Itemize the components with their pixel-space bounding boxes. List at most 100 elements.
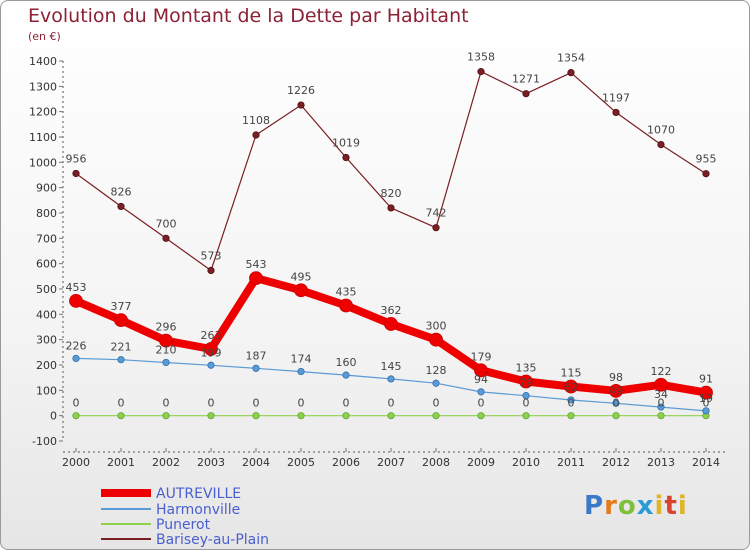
data-point-barisey-au-plain — [567, 69, 575, 77]
data-label-punerot: 0 — [613, 397, 620, 410]
data-label-harmonville: 221 — [111, 341, 132, 354]
data-point-barisey-au-plain — [432, 224, 440, 232]
data-point-harmonville — [477, 388, 485, 396]
data-point-punerot — [567, 412, 575, 420]
data-label-barisey-au-plain: 956 — [66, 152, 87, 165]
x-tick-label: 2010 — [512, 456, 540, 469]
data-label-autreville: 543 — [246, 258, 267, 271]
data-point-harmonville — [162, 358, 170, 367]
data-label-harmonville: 49 — [609, 384, 623, 397]
data-label-punerot: 0 — [163, 397, 170, 410]
data-point-punerot — [657, 412, 665, 420]
x-tick-label: 2007 — [377, 456, 405, 469]
data-label-barisey-au-plain: 742 — [426, 207, 447, 220]
y-tick-label: -100 — [32, 435, 57, 448]
data-point-harmonville — [432, 379, 440, 387]
data-label-harmonville: 19 — [699, 392, 713, 405]
data-point-barisey-au-plain — [522, 90, 530, 98]
data-label-harmonville: 79 — [519, 377, 533, 390]
data-point-autreville — [609, 383, 623, 398]
data-point-punerot — [162, 412, 170, 420]
data-label-autreville: 300 — [426, 320, 447, 333]
data-label-harmonville: 187 — [246, 349, 267, 362]
data-point-harmonville — [567, 396, 575, 404]
data-point-autreville — [519, 374, 533, 389]
data-point-punerot — [522, 412, 530, 420]
data-label-barisey-au-plain: 573 — [201, 250, 222, 263]
data-label-punerot: 0 — [208, 397, 215, 410]
y-tick-label: 400 — [36, 308, 57, 321]
data-label-barisey-au-plain: 1358 — [467, 51, 495, 64]
data-label-autreville: 362 — [381, 304, 402, 317]
y-tick-label: 200 — [36, 359, 57, 372]
x-tick-label: 2014 — [692, 456, 720, 469]
data-point-barisey-au-plain — [207, 266, 215, 275]
data-point-punerot — [297, 412, 305, 420]
data-point-autreville — [384, 317, 398, 331]
data-label-autreville: 377 — [111, 300, 132, 313]
data-label-punerot: 0 — [253, 397, 260, 410]
y-tick-label: 700 — [36, 232, 57, 245]
data-label-punerot: 0 — [523, 397, 530, 410]
data-point-barisey-au-plain — [252, 131, 260, 139]
legend-label-autreville: AUTREVILLE — [156, 486, 241, 502]
data-point-barisey-au-plain — [702, 170, 710, 178]
data-label-autreville: 115 — [561, 367, 582, 380]
data-label-barisey-au-plain: 955 — [696, 153, 717, 166]
data-label-punerot: 0 — [118, 397, 125, 410]
data-label-harmonville: 94 — [474, 373, 488, 386]
data-point-autreville — [474, 363, 488, 378]
y-tick-label: 500 — [36, 283, 57, 296]
x-tick-label: 2011 — [557, 456, 585, 469]
x-tick-label: 2013 — [647, 456, 675, 469]
data-point-barisey-au-plain — [657, 141, 665, 149]
y-tick-label: 300 — [36, 334, 57, 347]
data-label-barisey-au-plain: 1108 — [242, 114, 270, 127]
data-labels: 0 0 0 0 0 0 0 0 0 0 0 0 0 0 0 226 221 210 199 187 174 160 145 1… — [66, 51, 717, 410]
y-tick-label: 600 — [36, 258, 57, 271]
data-label-autreville: 296 — [156, 321, 177, 334]
data-point-autreville — [114, 313, 128, 328]
data-label-autreville: 122 — [651, 365, 672, 378]
data-label-autreville: 495 — [291, 270, 312, 283]
data-label-barisey-au-plain: 826 — [111, 185, 132, 198]
data-point-autreville — [249, 271, 263, 286]
data-label-punerot: 0 — [433, 397, 440, 410]
data-label-punerot: 0 — [343, 397, 350, 410]
y-tick-label: 900 — [36, 182, 57, 195]
data-point-harmonville — [207, 361, 215, 369]
data-point-barisey-au-plain — [612, 108, 620, 117]
data-point-autreville — [69, 294, 83, 308]
x-tick-label: 2002 — [152, 456, 180, 469]
data-label-punerot: 0 — [388, 397, 395, 410]
data-point-punerot — [432, 412, 440, 420]
data-point-barisey-au-plain — [342, 153, 350, 162]
data-point-punerot — [252, 412, 260, 420]
data-label-harmonville: 34 — [654, 388, 668, 401]
series-points — [69, 68, 713, 420]
x-tick-label: 2012 — [602, 456, 630, 469]
data-label-harmonville: 210 — [156, 343, 177, 356]
data-point-autreville — [699, 385, 713, 400]
x-tick-label: 2008 — [422, 456, 450, 469]
data-point-autreville — [204, 342, 218, 356]
data-label-punerot: 0 — [703, 397, 710, 410]
data-label-autreville: 135 — [516, 361, 537, 374]
data-label-barisey-au-plain: 1197 — [602, 91, 630, 104]
legend-label-barisey-au-plain: Barisey-au-Plain — [156, 532, 269, 548]
data-point-barisey-au-plain — [387, 204, 395, 212]
data-label-harmonville: 62 — [564, 381, 578, 394]
data-point-punerot — [72, 412, 80, 420]
data-label-harmonville: 160 — [336, 356, 357, 369]
data-label-harmonville: 174 — [291, 353, 312, 366]
chart-title: Evolution du Montant de la Dette par Hab… — [28, 5, 469, 27]
data-label-autreville: 98 — [609, 371, 623, 384]
y-tick-label: 1000 — [29, 156, 57, 169]
data-point-harmonville — [612, 399, 620, 407]
data-label-barisey-au-plain: 1354 — [557, 52, 585, 65]
data-label-punerot: 0 — [658, 397, 665, 410]
data-point-harmonville — [72, 354, 80, 363]
data-point-harmonville — [117, 356, 125, 364]
